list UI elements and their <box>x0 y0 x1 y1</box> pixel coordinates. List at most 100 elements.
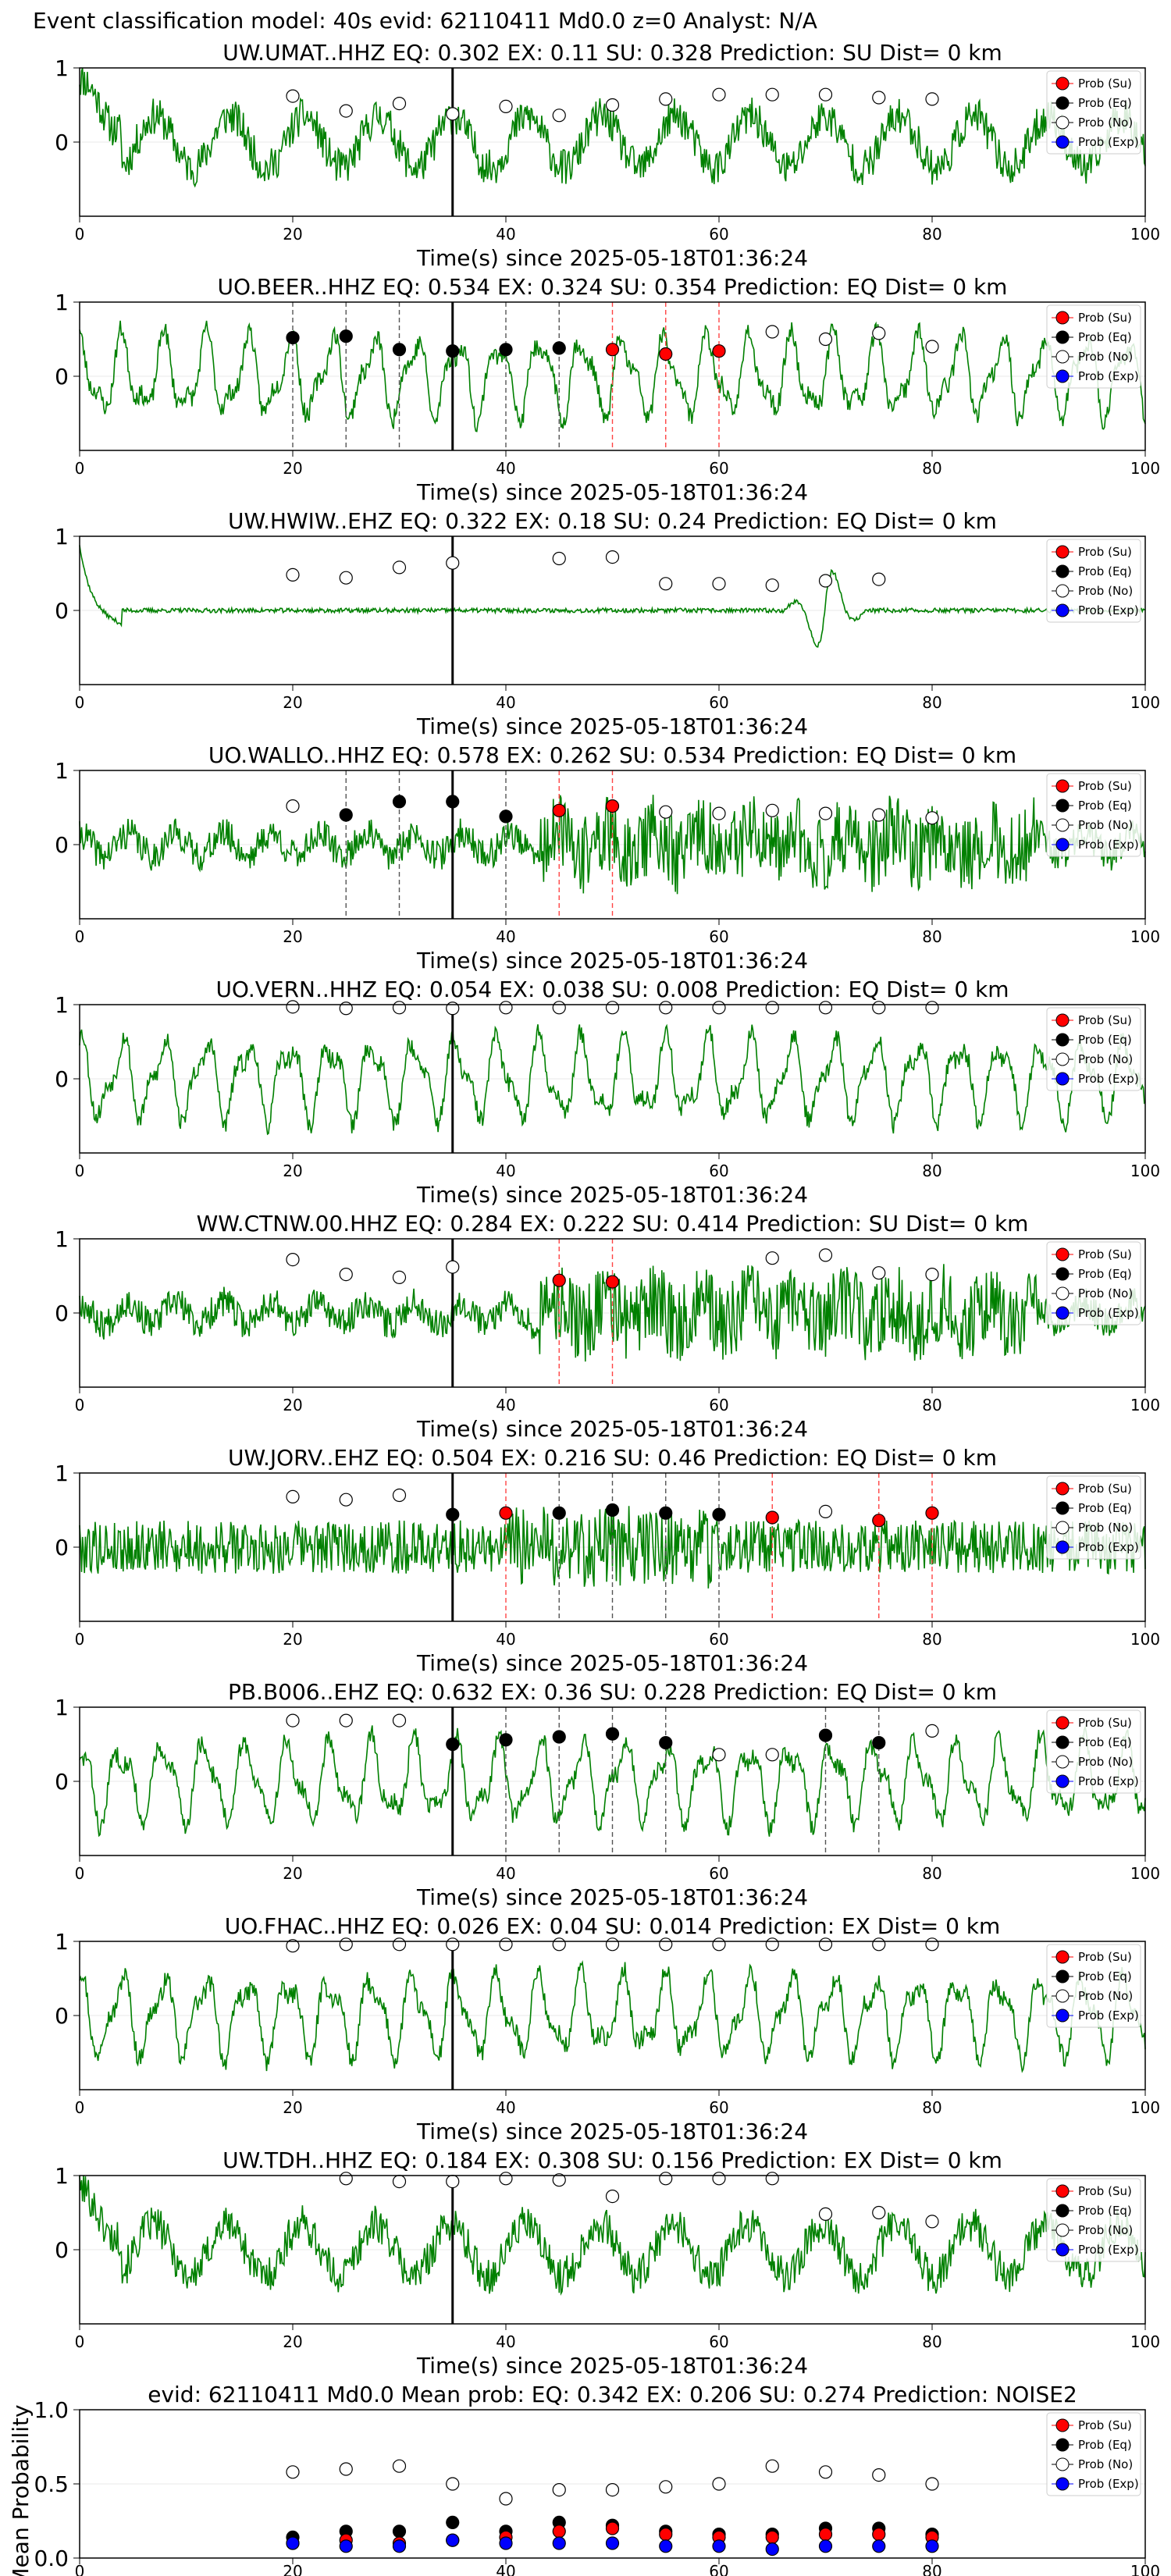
prob-marker-no <box>605 1937 620 1952</box>
prob-marker-eq <box>872 1736 886 1750</box>
legend-label: Prob (Su) <box>1078 1247 1132 1261</box>
y-tick-label: 1 <box>55 992 69 1018</box>
legend-marker-su <box>1055 311 1070 325</box>
legend-label: Prob (No) <box>1078 1521 1133 1535</box>
prob-marker-su <box>659 347 673 361</box>
legend-box <box>1046 1710 1141 1794</box>
legend-label: Prob (No) <box>1078 818 1133 832</box>
x-tick-label: 0 <box>75 1162 85 1180</box>
legend-marker-su <box>1055 1950 1070 1964</box>
legend-label: Prob (No) <box>1078 584 1133 598</box>
x-tick-label: 80 <box>922 1630 941 1649</box>
legend-label: Prob (Eq) <box>1078 330 1132 344</box>
legend-label: Prob (Eq) <box>1078 1969 1132 1984</box>
prob-marker-no <box>286 799 300 813</box>
prob-marker-no <box>499 2172 513 2186</box>
panel-5: 0 20 40 60 80 100 1 0 WW.CTNW.00.HHZ EQ: 0.284 E… <box>55 1211 1160 1442</box>
prob-marker-no <box>872 91 886 105</box>
prob-marker-no <box>339 1937 353 1952</box>
panel-title: UO.VERN..HHZ EQ: 0.054 EX: 0.038 SU: 0.0… <box>215 977 1009 1002</box>
legend-marker-eq <box>1055 1267 1070 1281</box>
prob-marker-no <box>872 326 886 340</box>
prob-marker-no <box>872 2205 886 2220</box>
prob-marker-no <box>392 1937 407 1952</box>
x-tick-label: 60 <box>709 1396 728 1414</box>
x-axis-label: Time(s) since 2025-05-18T01:36:24 <box>416 1884 808 1910</box>
prob-marker-no <box>605 1001 620 1015</box>
legend-marker-su <box>1055 1247 1070 1261</box>
x-tick-label: 0 <box>75 927 85 946</box>
y-tick-label: 1 <box>55 1461 69 1486</box>
prob-marker-no <box>552 2173 566 2187</box>
panel-title: UW.TDH..HHZ EQ: 0.184 EX: 0.308 SU: 0.15… <box>222 2147 1002 2173</box>
y-tick-label: 1 <box>55 1929 69 1955</box>
x-axis-label: Time(s) since 2025-05-18T01:36:24 <box>416 245 808 271</box>
prob-marker-no <box>339 1493 353 1507</box>
legend-marker-no <box>1055 584 1070 598</box>
legend-label: Prob (Su) <box>1078 1950 1132 1964</box>
x-tick-label: 100 <box>1130 225 1160 244</box>
x-tick-label: 80 <box>922 1396 941 1414</box>
prob-marker-eq <box>339 808 353 822</box>
prob-marker-no <box>712 806 726 820</box>
legend-marker-eq <box>1055 1969 1070 1984</box>
prob-marker-eq <box>392 795 407 809</box>
legend-marker-no <box>1055 1521 1070 1535</box>
prob-marker-no <box>712 87 726 101</box>
legend-marker-exp <box>1055 1072 1070 1086</box>
y-tick-label: 1 <box>55 290 69 315</box>
x-tick-label: 80 <box>922 1162 941 1180</box>
x-tick-label: 0 <box>75 1396 85 1414</box>
mean-marker-exp <box>712 2539 726 2553</box>
prob-marker-no <box>392 1001 407 1015</box>
legend-label: Prob (Eq) <box>1078 1267 1132 1281</box>
prob-marker-no <box>339 1713 353 1727</box>
mean-marker-no <box>446 2477 460 2491</box>
legend-label: Prob (Eq) <box>1078 564 1132 578</box>
x-tick-label: 100 <box>1130 2332 1160 2351</box>
prob-marker-eq <box>339 329 353 343</box>
x-tick-label: 40 <box>496 459 515 478</box>
x-tick-label: 80 <box>922 2098 941 2117</box>
legend-marker-no <box>1055 1286 1070 1300</box>
mean-marker-no <box>392 2459 407 2473</box>
legend-label: Prob (No) <box>1078 116 1133 130</box>
legend-marker-exp <box>1055 2008 1070 2023</box>
legend-label: Prob (No) <box>1078 1989 1133 2003</box>
prob-marker-no <box>818 2207 833 2221</box>
legend-marker-su <box>1055 779 1070 793</box>
legend-label: Prob (Exp) <box>1078 2477 1139 2491</box>
waveform-trace <box>79 67 1146 188</box>
y-tick-label: 0 <box>55 2003 69 2029</box>
legend-marker-no <box>1055 1989 1070 2003</box>
x-tick-label: 40 <box>496 2562 515 2576</box>
prob-marker-no <box>872 808 886 822</box>
prob-marker-no <box>392 2175 407 2189</box>
prob-marker-no <box>818 1001 833 1015</box>
x-tick-label: 60 <box>709 2332 728 2351</box>
prob-marker-no <box>925 1001 939 1015</box>
prob-marker-eq <box>446 1507 460 1521</box>
mean-marker-exp <box>605 2536 620 2550</box>
x-axis-label: Time(s) since 2025-05-18T01:36:24 <box>416 948 808 973</box>
x-tick-label: 20 <box>283 927 302 946</box>
mean-marker-no <box>818 2465 833 2479</box>
legend-label: Prob (Exp) <box>1078 838 1139 852</box>
legend-label: Prob (Eq) <box>1078 2204 1132 2218</box>
x-tick-label: 60 <box>709 1630 728 1649</box>
x-tick-label: 20 <box>283 225 302 244</box>
legend-label: Prob (Eq) <box>1078 1033 1132 1047</box>
mean-marker-su <box>605 2521 620 2535</box>
panel-3: 0 20 40 60 80 100 1 0 UO.WALLO..HHZ EQ: 0.578 EX… <box>55 742 1160 973</box>
legend-label: Prob (No) <box>1078 1755 1133 1769</box>
panel-title: evid: 62110411 Md0.0 Mean prob: EQ: 0.34… <box>148 2382 1077 2407</box>
mean-marker-exp <box>392 2539 407 2553</box>
legend-label: Prob (Su) <box>1078 1716 1132 1730</box>
prob-marker-no <box>499 1001 513 1015</box>
y-tick-label: 1 <box>55 55 69 81</box>
panel-mean: 0 20 40 60 80 100 0.0 0.5 1.0 evid: 62110411 Md0.… <box>8 2382 1160 2576</box>
legend-label: Prob (Eq) <box>1078 2438 1132 2452</box>
legend-marker-su <box>1055 2184 1070 2198</box>
prob-marker-no <box>552 1001 566 1015</box>
prob-marker-no <box>286 1713 300 1727</box>
